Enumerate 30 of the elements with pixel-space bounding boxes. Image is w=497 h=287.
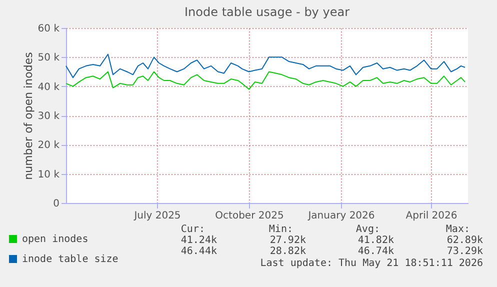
- text: 27.92k: [270, 235, 306, 246]
- y-tick-label: 0: [53, 198, 60, 210]
- y-tick-label: 40 k: [38, 82, 60, 93]
- y-tick-label: 60 k: [38, 24, 60, 34]
- y-axis-title: number of open inodes: [22, 52, 35, 180]
- text: 62.89k: [446, 235, 483, 246]
- text: Max:: [446, 224, 470, 235]
- text: Min:: [268, 224, 293, 235]
- text: 41.82k: [358, 235, 394, 246]
- x-tick-label: January 2026: [307, 210, 375, 222]
- x-tick-label: October 2025: [215, 210, 284, 222]
- legend-label: inode table size: [22, 254, 118, 265]
- chart-title: Inode table usage - by year: [184, 5, 350, 19]
- y-tick-label: 10 k: [38, 169, 60, 180]
- line-series: [66, 71, 466, 90]
- x-tick-label: April 2026: [406, 210, 458, 222]
- text: 41.24k: [180, 235, 217, 246]
- text: 73.29k: [446, 246, 483, 257]
- x-tick-label: July 2025: [133, 210, 181, 222]
- y-tick-label: 30 k: [38, 111, 60, 122]
- text: 28.82k: [270, 246, 306, 257]
- text: 46.44k: [180, 246, 217, 257]
- line-series: [66, 54, 466, 78]
- y-tick-label: 50 k: [38, 52, 60, 64]
- text: Last update: Thu May 21 18:51:11 2026: [260, 258, 483, 269]
- legend-label: open inodes: [22, 234, 88, 245]
- y-tick-label: 20 k: [38, 140, 60, 152]
- text: 46.74k: [358, 246, 394, 257]
- text: Avg:: [356, 224, 380, 235]
- text: Cur:: [180, 224, 205, 235]
